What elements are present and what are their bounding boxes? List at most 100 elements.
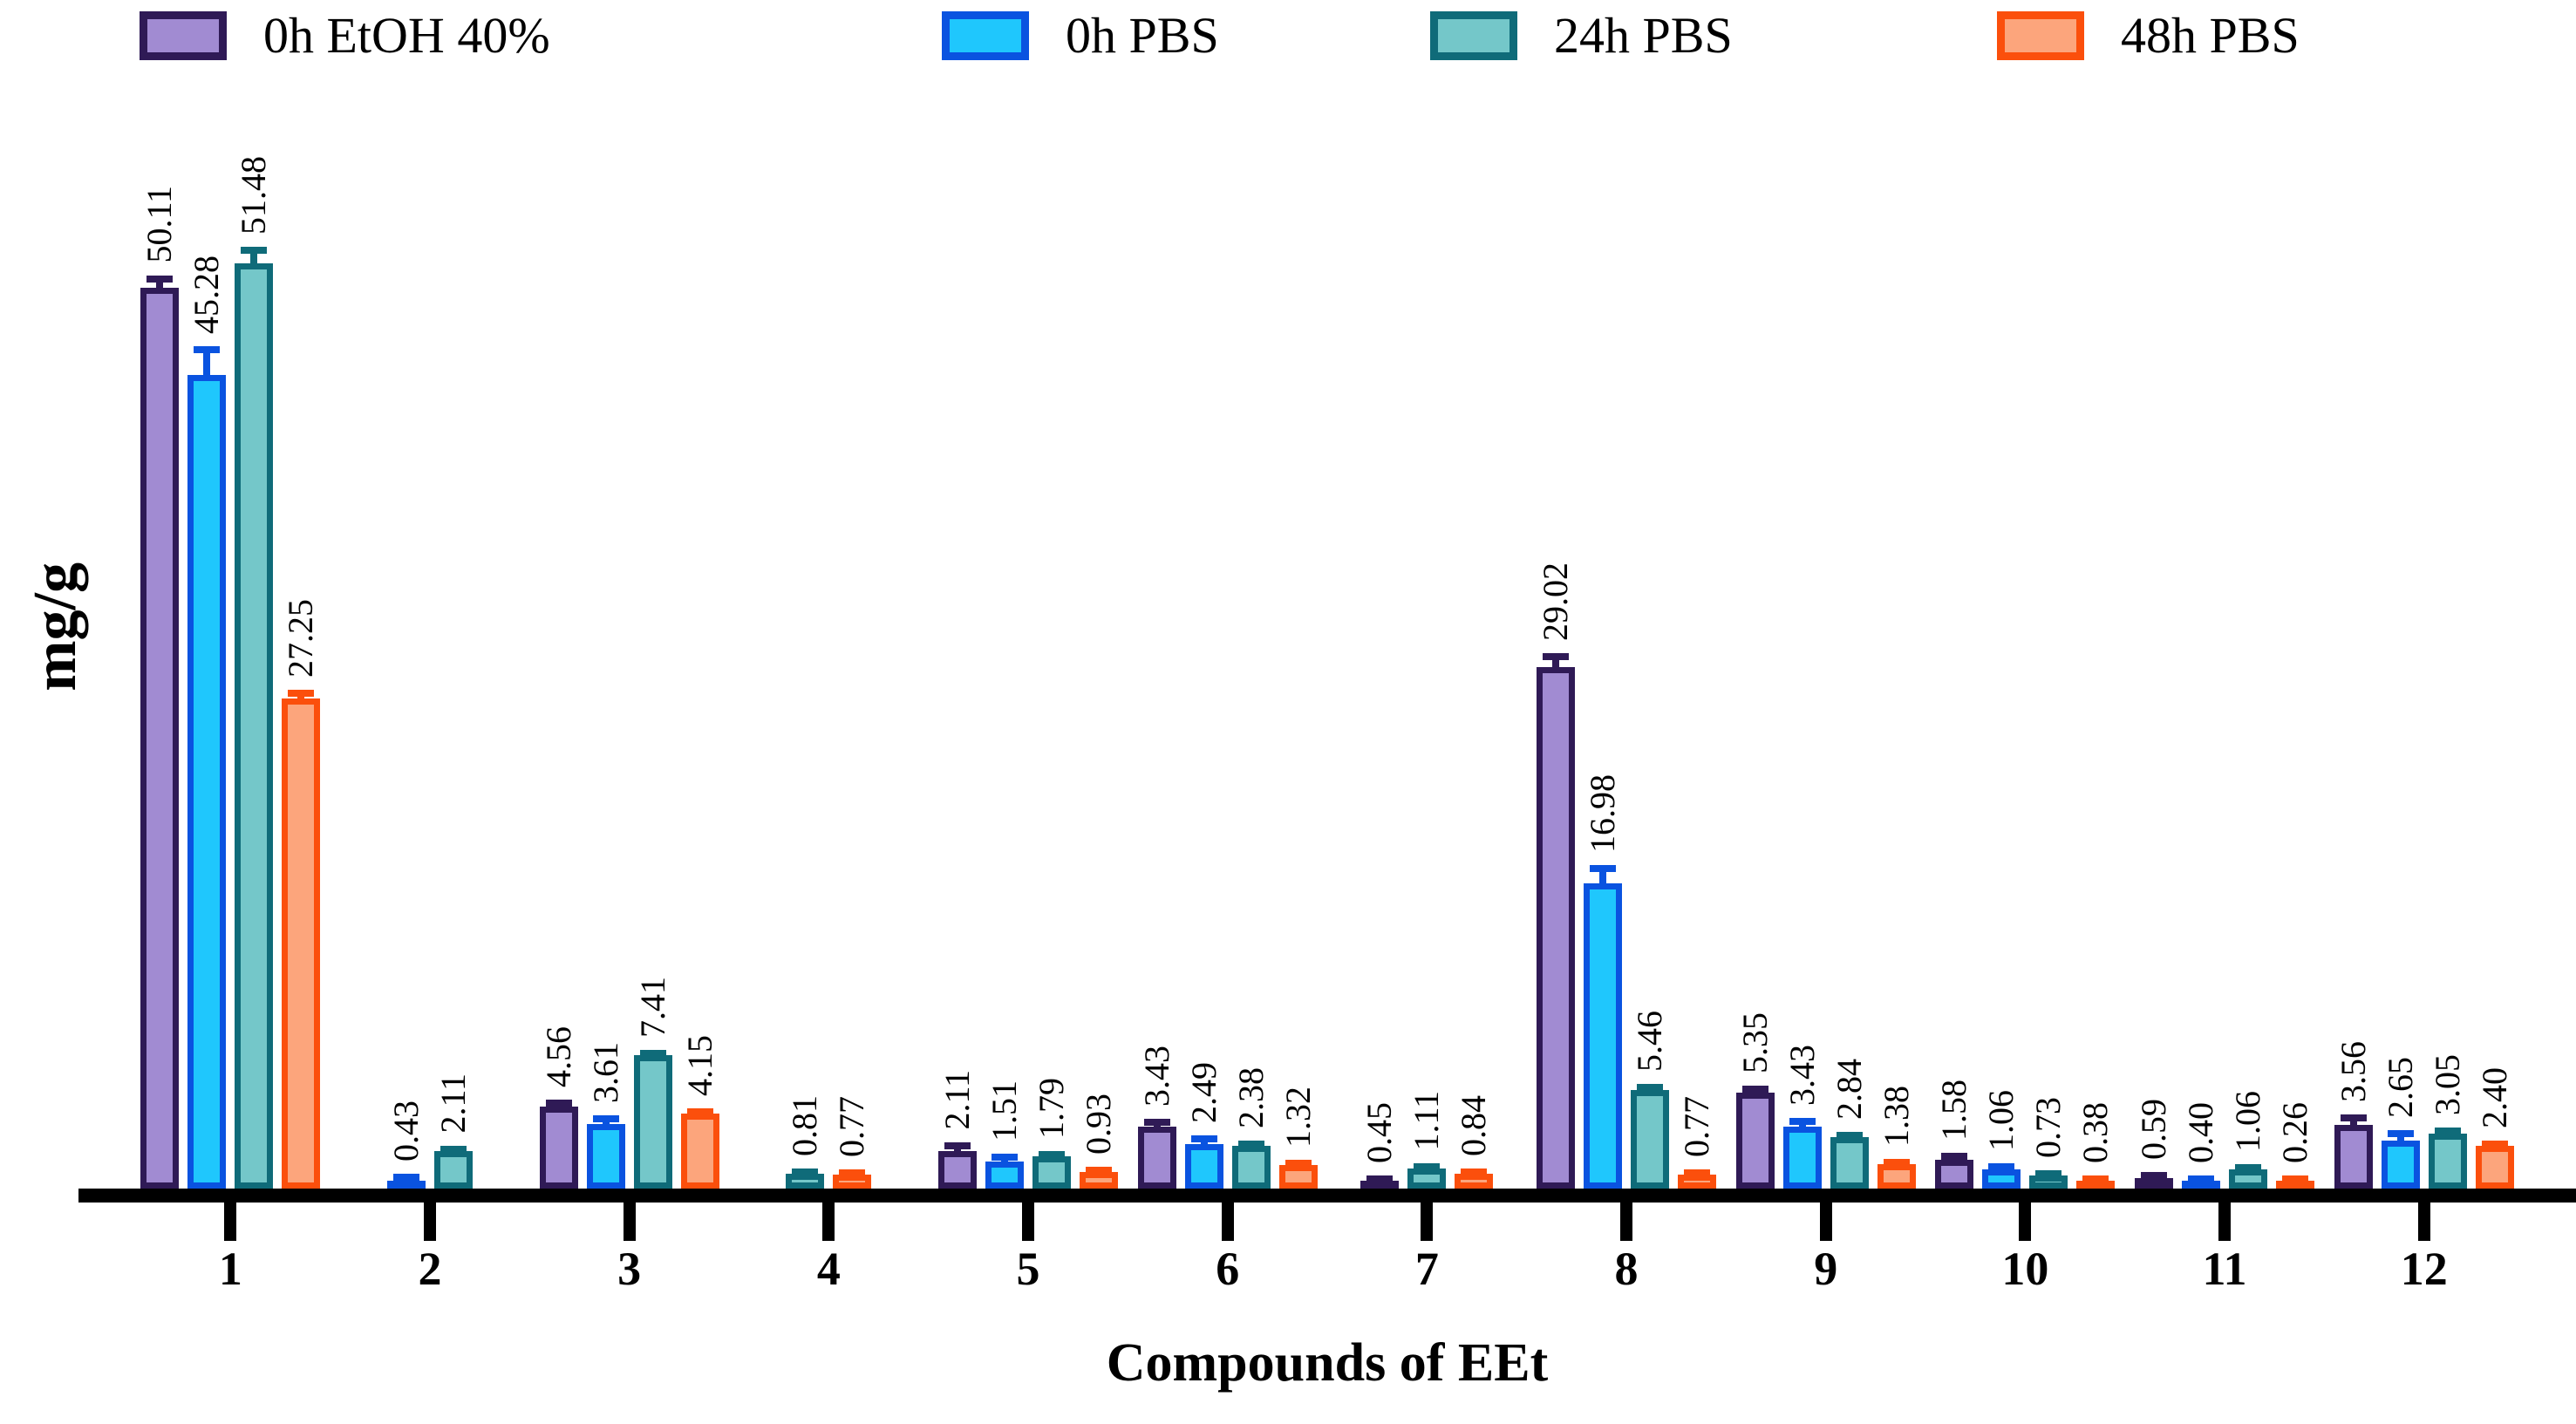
- error-bar: [1684, 1169, 1711, 1176]
- error-bar-cap: [686, 1108, 713, 1115]
- bar-group-8: 29.02 16.98 5.46 0.77: [1527, 74, 1727, 1189]
- bar-slot: 0.77: [1677, 1096, 1717, 1189]
- error-bar-cap: [1789, 1118, 1816, 1125]
- bar-value-label: 1.79: [1032, 1078, 1072, 1139]
- bar: [1877, 1164, 1916, 1189]
- bar-slot: 4.56: [539, 1026, 578, 1189]
- bar-value-label: 1.51: [985, 1080, 1025, 1141]
- legend-item-24h-pbs: 24h PBS: [1430, 5, 1733, 66]
- x-tick-cell: 12: [2324, 1203, 2524, 1325]
- bar: [985, 1162, 1025, 1189]
- bar: [140, 288, 180, 1189]
- bar-value-label: 5.46: [1630, 1011, 1670, 1072]
- error-bar-cap: [1590, 865, 1617, 872]
- error-bar-stem: [250, 247, 258, 263]
- bar: [786, 1174, 825, 1189]
- bar-slot: 1.32: [1278, 1087, 1318, 1189]
- bar-slot: 45.28: [187, 256, 227, 1189]
- bar-slot: 0.45: [1360, 1102, 1400, 1193]
- x-tick-cell: 3: [529, 1203, 729, 1325]
- error-bar-cap: [1988, 1163, 2015, 1170]
- legend-item-0h-etoh: 0h EtOH 40%: [140, 5, 550, 66]
- x-tick-cell: 8: [1527, 1203, 1727, 1325]
- legend-label: 0h EtOH 40%: [263, 7, 550, 64]
- legend-swatch-0h-pbs-icon: [942, 11, 1029, 60]
- error-bar: [792, 1168, 819, 1175]
- bar-slot: 2.11: [937, 1070, 978, 1189]
- bar: [1631, 1090, 1670, 1189]
- error-bar: [639, 1050, 666, 1057]
- bar: [434, 1151, 473, 1189]
- bar-value-label: 16.98: [1583, 774, 1623, 853]
- error-bar: [1237, 1141, 1264, 1148]
- bar-slot: 3.61: [586, 1042, 625, 1189]
- x-tick-label: 3: [617, 1243, 642, 1295]
- bar-slot: 0.93: [1079, 1094, 1119, 1189]
- bar-slot: 0.43: [386, 1100, 426, 1193]
- error-bar-cap: [2035, 1170, 2062, 1177]
- x-tick-mark: [424, 1203, 436, 1241]
- legend-swatch-24h-pbs-icon: [1430, 11, 1517, 60]
- bar: [633, 1055, 672, 1189]
- bar-slot: 0.40: [2181, 1102, 2221, 1193]
- bar-value-label: 1.32: [1278, 1087, 1318, 1148]
- bar-value-label: 2.40: [2474, 1067, 2514, 1128]
- bar: [938, 1151, 978, 1189]
- error-bar-cap: [1285, 1160, 1312, 1167]
- x-tick-label: 10: [2001, 1243, 2049, 1295]
- bar-slot: 2.84: [1830, 1059, 1869, 1189]
- bar: [2135, 1178, 2174, 1190]
- bar-group-9: 5.35 3.43 2.84 1.38: [1726, 74, 1925, 1189]
- x-tick-mark: [2417, 1203, 2430, 1241]
- bar-value-label: 1.11: [1407, 1091, 1447, 1151]
- error-bar-cap: [839, 1169, 866, 1176]
- error-bar: [2282, 1175, 2309, 1182]
- x-tick-cell: 6: [1128, 1203, 1327, 1325]
- bar-value-label: 0.45: [1360, 1102, 1400, 1163]
- legend-label: 48h PBS: [2121, 7, 2300, 64]
- error-bar-cap: [1237, 1141, 1264, 1148]
- error-bar-cap: [639, 1050, 666, 1057]
- error-bar-cap: [2481, 1141, 2508, 1148]
- error-bar: [1143, 1119, 1170, 1127]
- bar-value-label: 27.25: [281, 599, 321, 678]
- error-bar-stem: [1552, 653, 1560, 667]
- error-bar: [1637, 1084, 1664, 1091]
- error-bar-cap: [288, 690, 315, 697]
- error-bar-cap: [1684, 1169, 1711, 1176]
- bar-value-label: 2.84: [1829, 1059, 1869, 1120]
- bar: [1537, 667, 1576, 1189]
- error-bar: [241, 247, 268, 263]
- bar: [833, 1175, 872, 1189]
- bar-slot: 0.73: [2028, 1097, 2068, 1189]
- bar-slot: 0.26: [2275, 1102, 2315, 1193]
- bar-slot: 2.11: [433, 1073, 473, 1189]
- error-bar-cap: [2141, 1172, 2168, 1179]
- x-tick-cell: 9: [1726, 1203, 1925, 1325]
- x-axis-ticks: 1 2 3 4 5 6 7 8 9 10 11 12: [131, 1203, 2524, 1325]
- bar-slot: 1.38: [1877, 1086, 1916, 1189]
- error-bar-stem: [1599, 865, 1607, 883]
- x-tick-label: 12: [2400, 1243, 2448, 1295]
- bar-group-7: 0.45 1.11 0.84: [1327, 74, 1527, 1193]
- bar: [2475, 1146, 2514, 1189]
- bar-slot: 2.40: [2475, 1067, 2514, 1189]
- bar: [1678, 1175, 1717, 1189]
- x-tick-mark: [822, 1203, 835, 1241]
- error-bar: [1988, 1163, 2015, 1170]
- x-tick-label: 9: [1814, 1243, 1838, 1295]
- x-tick-mark: [623, 1203, 636, 1241]
- error-bar: [1285, 1160, 1312, 1167]
- error-bar: [1461, 1168, 1488, 1175]
- bar-value-label: 3.61: [585, 1042, 625, 1103]
- bar-slot: 50.11: [140, 186, 180, 1189]
- bar-value-label: 2.65: [2380, 1057, 2420, 1118]
- error-bar: [147, 276, 174, 288]
- bar-value-label: 1.06: [1981, 1090, 2021, 1151]
- bar: [586, 1124, 625, 1189]
- error-bar: [1543, 653, 1570, 667]
- legend-swatch-48h-pbs-icon: [1997, 11, 2084, 60]
- bar-value-label: 5.35: [1734, 1012, 1775, 1073]
- bar: [1137, 1127, 1176, 1189]
- bar: [1278, 1165, 1318, 1189]
